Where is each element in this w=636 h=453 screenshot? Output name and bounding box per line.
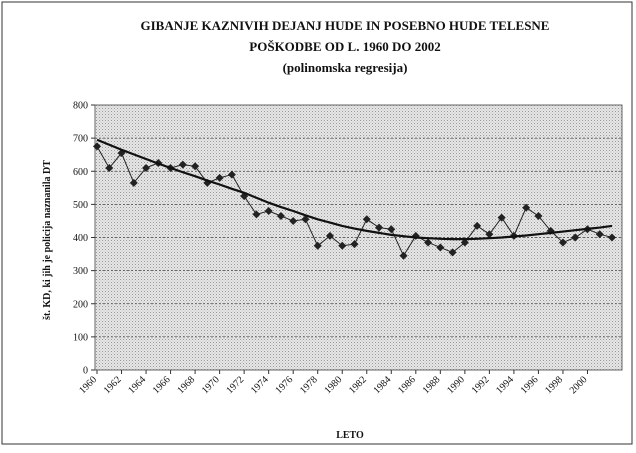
data-point [350,240,359,249]
y-tick-label: 400 [73,233,88,244]
data-point [129,178,138,187]
data-point [595,230,604,239]
data-point [227,170,236,179]
data-point [264,207,273,215]
chart-subtitle: (polinomska regresija) [283,60,408,75]
data-point [460,238,469,247]
data-point [522,203,531,212]
data-point [387,225,396,234]
data-point [215,173,224,182]
data-point [252,210,261,219]
y-tick-label: 500 [73,200,88,211]
data-point [473,221,482,230]
data-point [558,238,567,247]
chart-title: GIBANJE KAZNIVIH DEJANJ HUDE IN POSEBNO … [141,18,550,54]
data-point [178,160,187,169]
data-point [338,241,347,250]
data-point [485,230,494,239]
data-point [448,248,457,257]
data-point [571,233,580,242]
data-point [424,238,433,247]
y-tick-label: 0 [83,366,88,377]
data-point [93,142,101,151]
y-axis-label: št. KD, ki jih je policija naznanila DT [42,160,53,320]
data-point [436,243,445,252]
trend-line [96,138,613,241]
data-point [325,231,334,240]
data-point [191,162,200,171]
plot-area [94,104,623,371]
data-point [399,251,408,260]
data-point [301,215,310,224]
y-tick-label: 600 [73,167,88,178]
data-point [313,241,322,250]
data-point [362,215,371,224]
data-point [289,216,298,225]
data-point [142,163,151,172]
data-point [105,163,114,172]
data-point [608,233,616,242]
data-point [534,211,543,220]
data-point [276,211,285,220]
y-tick-label: 700 [73,134,88,145]
y-tick-label: 200 [73,299,88,310]
data-point [497,213,506,222]
x-axis-label: LETO [336,430,364,441]
y-tick-label: 100 [73,332,88,343]
y-tick-label: 800 [73,101,88,112]
y-tick-label: 300 [73,266,88,277]
data-point [375,223,384,232]
